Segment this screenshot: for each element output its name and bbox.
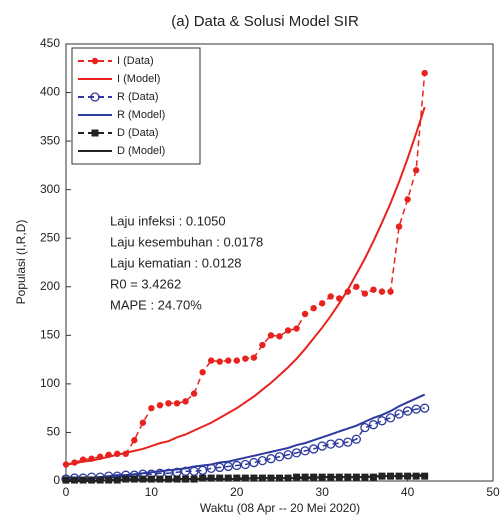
data-point — [361, 290, 369, 297]
x-tick-label: 30 — [316, 485, 330, 499]
data-point — [404, 196, 411, 203]
data-point — [233, 357, 240, 364]
data-point — [385, 413, 396, 423]
data-point — [370, 286, 377, 293]
data-point — [165, 400, 172, 407]
annotation: R0 = 3.4262 — [110, 276, 181, 291]
data-point — [199, 369, 206, 376]
x-tick-label: 0 — [63, 485, 70, 499]
data-point — [387, 288, 394, 295]
x-tick-label: 40 — [401, 485, 415, 499]
data-point — [395, 223, 403, 230]
y-tick-label: 350 — [40, 133, 60, 147]
data-point — [284, 327, 292, 334]
y-tick-label: 300 — [40, 182, 60, 196]
data-point — [378, 288, 386, 295]
data-point — [148, 404, 155, 412]
legend-label: D (Data) — [117, 127, 159, 139]
data-point — [300, 446, 310, 456]
data-point — [225, 357, 232, 364]
data-point — [420, 403, 430, 413]
x-tick-label: 10 — [145, 485, 159, 499]
legend-label: I (Model) — [117, 73, 160, 85]
chart-title: (a) Data & Solusi Model SIR — [171, 13, 359, 30]
data-point — [156, 402, 164, 409]
data-point — [421, 69, 428, 77]
series-line — [65, 106, 426, 466]
data-point — [351, 434, 362, 444]
y-tick-label: 0 — [53, 473, 60, 487]
data-point — [283, 450, 293, 460]
y-tick-label: 450 — [40, 36, 60, 50]
legend: I (Data) I (Model) R (Data) R (Model) D (Dat… — [71, 47, 201, 165]
data-point — [402, 406, 413, 416]
data-point — [310, 304, 317, 312]
data-point — [249, 457, 259, 468]
series-line — [66, 393, 426, 481]
legend-label: R (Model) — [117, 109, 165, 121]
data-point — [353, 283, 360, 290]
x-axis-label: Waktu (08 Apr -- 20 Mei 2020) — [200, 501, 360, 515]
y-axis-label: Populasi (I,R,D) — [14, 220, 28, 305]
data-point — [274, 452, 285, 462]
y-tick-label: 200 — [40, 279, 60, 293]
legend-label: R (Data) — [117, 91, 159, 103]
data-point — [412, 167, 420, 174]
data-point — [207, 357, 215, 364]
y-tick-label: 100 — [40, 376, 60, 390]
data-point — [266, 454, 276, 464]
data-point — [90, 92, 100, 102]
data-point — [190, 390, 198, 397]
data-point — [216, 358, 223, 365]
annotation: Laju infeksi : 0.1050 — [110, 213, 226, 228]
data-point — [173, 400, 181, 407]
data-point — [250, 354, 258, 361]
data-point — [267, 332, 275, 339]
x-tick-label: 50 — [486, 485, 500, 499]
data-point — [291, 448, 302, 458]
data-point — [301, 310, 309, 318]
data-point — [182, 398, 189, 405]
data-point — [317, 441, 327, 451]
annotation: MAPE : 24.70% — [110, 297, 202, 312]
data-point — [257, 455, 268, 466]
y-tick-label: 250 — [40, 230, 60, 244]
annotation: Laju kesembuhan : 0.0178 — [110, 234, 263, 249]
data-point — [259, 341, 266, 349]
data-point — [327, 293, 334, 300]
series-line — [66, 474, 425, 482]
data-point — [309, 444, 319, 454]
data-point — [139, 419, 147, 426]
data-point — [394, 409, 404, 419]
data-point — [240, 459, 250, 470]
y-tick-label: 400 — [40, 85, 60, 99]
data-point — [368, 420, 379, 430]
y-tick-label: 150 — [40, 328, 60, 342]
legend-label: I (Data) — [117, 55, 154, 67]
data-point — [360, 422, 370, 433]
data-point — [91, 57, 99, 65]
annotation: Laju kematian : 0.0128 — [110, 255, 242, 270]
data-point — [319, 300, 326, 307]
legend-label: D (Model) — [117, 145, 165, 157]
data-point — [343, 437, 353, 447]
data-point — [276, 333, 283, 340]
data-point — [293, 325, 300, 332]
data-point — [91, 129, 99, 137]
y-tick-label: 50 — [47, 425, 61, 439]
data-point — [131, 437, 138, 444]
legend-box — [71, 47, 201, 165]
x-tick-label: 20 — [230, 485, 244, 499]
data-point — [377, 416, 387, 426]
data-point — [242, 355, 249, 362]
